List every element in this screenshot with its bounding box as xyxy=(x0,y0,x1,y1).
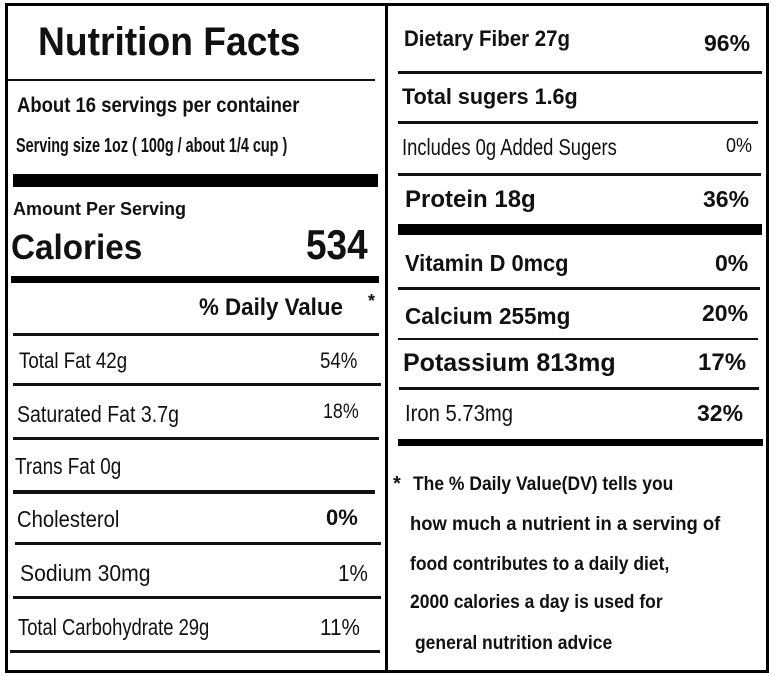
divider xyxy=(10,650,380,653)
divider xyxy=(13,490,375,494)
potassium: Potassium 813mg xyxy=(403,349,616,377)
thick-divider xyxy=(11,276,379,283)
nutrient-saturated-fat-dv: 18% xyxy=(323,400,359,423)
nutrient-cholesterol-dv: 0% xyxy=(326,505,358,530)
vitamin-d: Vitamin D 0mcg xyxy=(405,250,569,276)
serving-size: Serving size 1oz ( 100g / about 1/4 cup … xyxy=(16,135,288,157)
divider xyxy=(13,596,381,599)
footnote-line-3: food contributes to a daily diet, xyxy=(410,554,670,575)
footnote-asterisk: * xyxy=(393,473,401,495)
nutrient-trans-fat: Trans Fat 0g xyxy=(15,453,122,479)
daily-value-asterisk: * xyxy=(368,291,376,311)
footnote-line-5: general nutrition advice xyxy=(415,633,613,654)
footnote-line-4: 2000 calories a day is used for xyxy=(410,592,663,613)
divider xyxy=(398,71,762,74)
footnote-line-1: The % Daily Value(DV) tells you xyxy=(413,474,674,495)
nutrient-total-carbohydrate: Total Carbohydrate 29g xyxy=(18,614,210,640)
nutrient-total-carbohydrate-dv: 11% xyxy=(320,614,360,640)
thick-divider xyxy=(13,174,378,187)
nutrient-total-fat: Total Fat 42g xyxy=(19,348,128,373)
servings-per-container: About 16 servings per container xyxy=(17,94,300,117)
divider xyxy=(398,173,761,176)
thick-divider xyxy=(398,439,763,446)
nutrient-protein-dv: 36% xyxy=(703,186,750,212)
column-divider xyxy=(385,3,388,670)
calories-label: Calories xyxy=(11,228,143,267)
divider xyxy=(15,542,381,545)
calcium-dv: 20% xyxy=(702,300,749,326)
nutrient-cholesterol: Cholesterol xyxy=(17,506,120,532)
thick-divider xyxy=(398,224,762,235)
nutrient-added-sugars: Includes 0g Added Sugers xyxy=(402,134,617,160)
footnote-line-2: how much a nutrient in a serving of xyxy=(410,514,721,535)
divider xyxy=(398,338,758,340)
divider xyxy=(399,387,759,390)
amount-per-serving: Amount Per Serving xyxy=(13,199,187,219)
nutrient-total-fat-dv: 54% xyxy=(320,348,358,373)
iron: Iron 5.73mg xyxy=(405,400,514,426)
divider xyxy=(398,121,758,124)
calories-value: 534 xyxy=(306,221,368,268)
divider xyxy=(398,287,760,290)
nutrient-saturated-fat: Saturated Fat 3.7g xyxy=(17,401,179,427)
nutrient-sodium: Sodium 30mg xyxy=(20,560,151,586)
vitamin-d-dv: 0% xyxy=(715,250,749,276)
divider xyxy=(8,79,375,81)
nutrient-protein: Protein 18g xyxy=(405,186,536,213)
divider xyxy=(13,383,381,386)
potassium-dv: 17% xyxy=(698,349,747,376)
divider xyxy=(13,437,379,440)
nutrient-sodium-dv: 1% xyxy=(338,560,368,586)
nutrient-dietary-fiber-dv: 96% xyxy=(704,30,751,56)
calcium: Calcium 255mg xyxy=(405,303,571,329)
label-title: Nutrition Facts xyxy=(38,20,301,64)
nutrient-dietary-fiber: Dietary Fiber 27g xyxy=(404,26,571,51)
nutrient-added-sugars-dv: 0% xyxy=(726,135,753,157)
iron-dv: 32% xyxy=(697,400,744,426)
daily-value-header: % Daily Value xyxy=(199,294,343,321)
divider xyxy=(13,333,379,336)
nutrient-total-sugars: Total sugers 1.6g xyxy=(402,84,578,109)
